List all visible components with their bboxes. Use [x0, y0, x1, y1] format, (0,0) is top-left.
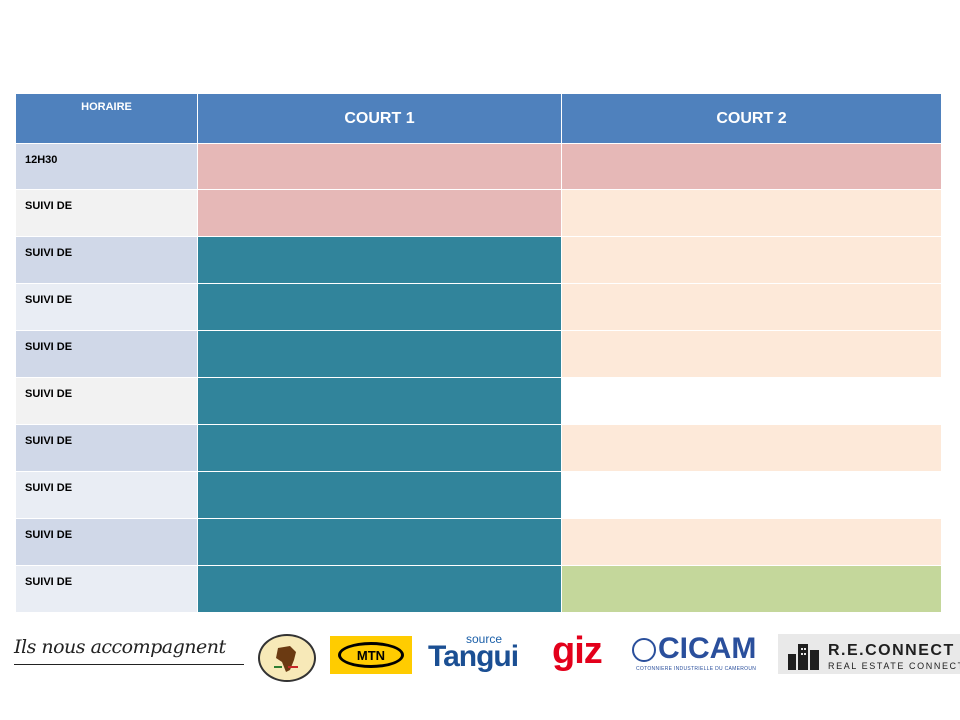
schedule-row: SUIVI DE: [15, 236, 942, 284]
schedule-row: 12H30: [15, 143, 942, 190]
header-horaire: HORAIRE: [15, 93, 198, 144]
schedule-body: 12H30 SUIVI DE SUIVI DE SUIVI DE SUIVI DE SUI…: [15, 143, 942, 613]
time-cell: SUIVI DE: [15, 189, 198, 237]
court-1-slot: [197, 283, 562, 331]
tennis-pour-tous-logo: [258, 634, 316, 682]
court-2-slot: [561, 471, 942, 519]
court-2-slot: [561, 565, 942, 613]
header-court-1: COURT 1: [197, 93, 562, 144]
court-2-slot: [561, 518, 942, 566]
court-1-slot: [197, 236, 562, 284]
court-1-slot: [197, 471, 562, 519]
court-1-slot: [197, 565, 562, 613]
giz-logo: giz: [552, 630, 603, 672]
court-2-slot: [561, 283, 942, 331]
court-1-slot: [197, 330, 562, 378]
court-2-slot: [561, 189, 942, 237]
cicam-subtitle: COTONNIERE INDUSTRIELLE DU CAMEROUN: [636, 666, 757, 672]
time-cell: SUIVI DE: [15, 377, 198, 425]
court-2-slot: [561, 424, 942, 472]
cicam-name: CICAM: [658, 632, 757, 665]
reconnect-subtitle: REAL ESTATE CONNECT: [828, 661, 960, 671]
sponsor-bar: Ils nous accompagnent MTN source Tangui …: [0, 628, 960, 684]
header-row: HORAIRE COURT 1 COURT 2: [15, 93, 942, 144]
time-cell: SUIVI DE: [15, 518, 198, 566]
schedule-row: SUIVI DE: [15, 189, 942, 237]
mtn-oval: MTN: [338, 642, 404, 668]
time-cell: 12H30: [15, 143, 198, 190]
time-cell: SUIVI DE: [15, 471, 198, 519]
schedule-row: SUIVI DE: [15, 330, 942, 378]
schedule-row: SUIVI DE: [15, 424, 942, 472]
time-cell: SUIVI DE: [15, 424, 198, 472]
court-2-slot: [561, 330, 942, 378]
schedule-row: SUIVI DE: [15, 377, 942, 425]
africa-map-icon: [274, 646, 298, 672]
court-2-slot: [561, 377, 942, 425]
court-2-slot: [561, 143, 942, 190]
reconnect-logo: R.E.CONNECT REAL ESTATE CONNECT: [778, 634, 960, 674]
court-2-slot: [561, 236, 942, 284]
time-cell: SUIVI DE: [15, 283, 198, 331]
tangui-source-text: source: [466, 632, 503, 646]
schedule-row: SUIVI DE: [15, 518, 942, 566]
sponsor-tagline: Ils nous accompagnent: [14, 636, 226, 658]
reconnect-name: R.E.CONNECT: [828, 642, 955, 659]
tagline-underline: [14, 664, 244, 665]
court-1-slot: [197, 189, 562, 237]
court-1-slot: [197, 377, 562, 425]
schedule-row: SUIVI DE: [15, 471, 942, 519]
time-cell: SUIVI DE: [15, 330, 198, 378]
cicam-emblem-icon: [632, 638, 656, 662]
court-1-slot: [197, 143, 562, 190]
buildings-icon: [788, 644, 819, 670]
mtn-logo: MTN: [330, 636, 412, 674]
court-1-slot: [197, 424, 562, 472]
tangui-name: Tangui: [428, 640, 519, 673]
court-1-slot: [197, 518, 562, 566]
time-cell: SUIVI DE: [15, 565, 198, 613]
schedule-row: SUIVI DE: [15, 565, 942, 613]
schedule-row: SUIVI DE: [15, 283, 942, 331]
header-court-2: COURT 2: [561, 93, 942, 144]
cicam-logo: CICAM COTONNIERE INDUSTRIELLE DU CAMEROU…: [632, 632, 774, 678]
time-cell: SUIVI DE: [15, 236, 198, 284]
schedule-table: HORAIRE COURT 1 COURT 2 12H30 SUIVI DE SUI…: [15, 93, 942, 613]
tangui-logo: source Tangui: [428, 630, 540, 676]
